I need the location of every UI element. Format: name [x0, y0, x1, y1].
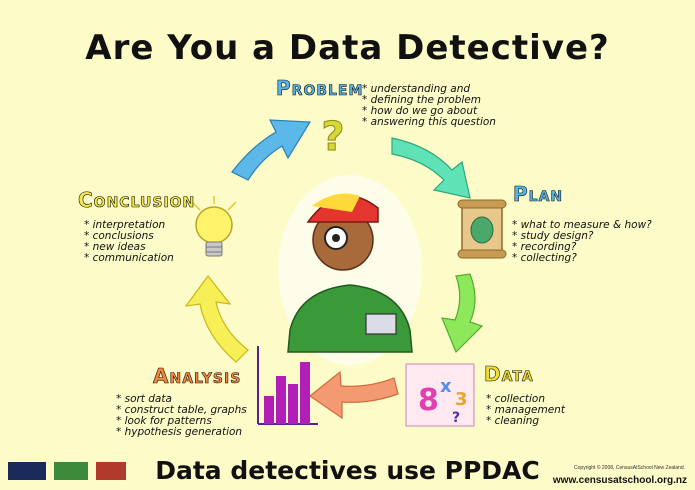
plan-bullet: recording? [512, 242, 652, 253]
bar-chart-icon [257, 346, 318, 425]
arrow-problem-to-plan [391, 137, 471, 199]
arrow-data-to-analysis [308, 370, 399, 420]
problem-bullet: defining the problem [362, 95, 496, 106]
svg-text:3: 3 [455, 389, 468, 410]
plan-bullet: what to measure & how? [512, 220, 652, 231]
stage-title-data: Data [484, 362, 534, 387]
svg-text:x: x [440, 376, 452, 397]
light-bulb-icon [191, 196, 237, 257]
university-logo [8, 462, 46, 480]
conclusion-bullet: interpretation [84, 220, 174, 231]
footer-tagline: Data detectives use PPDAC [155, 456, 540, 485]
stage-title-conclusion: Conclusion [78, 188, 196, 213]
problem-bullet: understanding and [362, 84, 496, 95]
svg-text:?: ? [321, 114, 344, 160]
question-mark-icon: ? [321, 114, 345, 161]
arrow-analysis-to-conclusion [184, 275, 249, 363]
analysis-bullet: sort data [116, 394, 247, 405]
data-bullet: management [486, 405, 565, 416]
problem-bullets: understanding and defining the problem h… [362, 84, 496, 128]
partner-logo [96, 462, 126, 480]
plan-bullet: study design? [512, 231, 652, 242]
conclusion-bullet: new ideas [84, 242, 174, 253]
copyright-notice: Copyright © 2008, CensusAtSchool New Zea… [574, 465, 685, 471]
stage-title-plan: Plan [513, 182, 564, 207]
sponsor-logos [8, 462, 138, 482]
detective-boy-illustration [278, 175, 422, 365]
arrow-conclusion-to-problem [231, 119, 312, 181]
svg-text:8: 8 [418, 383, 439, 418]
website-url[interactable]: www.censusatschool.org.nz [552, 475, 687, 486]
map-scroll-icon [457, 199, 507, 259]
problem-bullet: how do we go about [362, 106, 496, 117]
analysis-bullet: construct table, graphs [116, 405, 247, 416]
analysis-bullet: hypothesis generation [116, 427, 247, 438]
conclusion-bullets: interpretation conclusions new ideas com… [84, 220, 174, 264]
poster-title: Are You a Data Detective? [85, 28, 610, 68]
arrow-plan-to-data [441, 273, 484, 354]
plan-bullets: what to measure & how? study design? rec… [512, 220, 652, 264]
numbers-icon: 8 x 3 ? [405, 363, 475, 427]
problem-bullet: answering this question [362, 117, 496, 128]
data-bullet: collection [486, 394, 565, 405]
conclusion-bullet: conclusions [84, 231, 174, 242]
stage-title-analysis: Analysis [153, 364, 242, 389]
data-bullet: cleaning [486, 416, 565, 427]
stage-title-problem: Problem [276, 76, 364, 101]
analysis-bullet: look for patterns [116, 416, 247, 427]
svg-text:?: ? [452, 410, 460, 426]
statistics-nz-logo [54, 462, 88, 480]
plan-bullet: collecting? [512, 253, 652, 264]
data-bullets: collection management cleaning [486, 394, 565, 427]
analysis-bullets: sort data construct table, graphs look f… [116, 394, 247, 438]
conclusion-bullet: communication [84, 253, 174, 264]
